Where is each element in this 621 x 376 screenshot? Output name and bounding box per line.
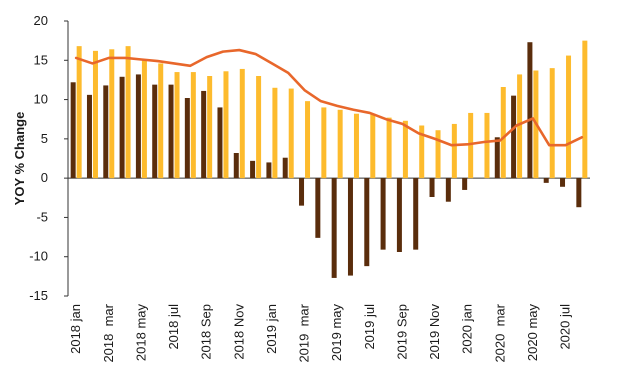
bar-gold [76,46,82,179]
bar-dark [201,90,207,179]
bar-dark [560,178,566,187]
bar-gold [239,68,245,179]
x-tick-label: 2018 Nov [231,304,246,360]
x-tick-label: 2019 mar [297,303,312,362]
bar-dark [250,160,256,179]
x-tick-label: 2019 jul [362,304,377,350]
bar-dark [331,178,337,278]
x-tick-label: 2018 Sep [199,304,214,360]
bar-gold [174,72,180,179]
bar-dark [576,178,582,208]
bar-dark [347,178,353,276]
bar-gold [353,113,359,179]
bar-dark [462,178,468,190]
bar-gold [386,117,392,179]
y-tick-label: -15 [29,288,48,303]
bar-gold [223,71,229,179]
bar-dark [413,178,419,250]
bar-gold [256,76,262,179]
x-tick-label: 2018 mar [101,303,116,362]
bar-dark [119,76,125,179]
bar-gold [207,76,213,179]
y-tick-label: -5 [36,209,48,224]
bar-gold [321,107,327,179]
bar-gold [484,112,490,179]
x-tick-label: 2020 may [525,304,540,362]
x-tick-label: 2019 Nov [427,304,442,360]
bar-dark [168,84,174,179]
x-tick-label: 2018 jul [166,304,181,350]
bar-dark [86,94,92,179]
bar-dark [543,178,549,183]
bar-gold [109,49,115,179]
x-tick-label: 2020 jul [558,304,573,350]
x-tick-label: 2020 jan [460,304,475,354]
bar-gold [419,125,425,179]
bar-gold [190,72,196,179]
bar-dark [494,137,500,179]
bar-dark [152,84,158,179]
bar-dark [380,178,386,250]
x-tick-label: 2020 mar [492,303,507,362]
x-tick-label: 2019 Sep [394,304,409,360]
line-series [74,48,584,147]
bar-gold [435,130,441,179]
bar-gold [141,60,147,179]
bar-gold [370,113,376,179]
bar-gold [288,88,294,179]
y-tick-label: 20 [34,13,48,28]
bar-gold [468,112,474,179]
y-tick-label: -10 [29,249,48,264]
bar-dark [315,178,321,238]
bar-dark [184,98,190,179]
bar-dark [70,82,76,179]
bar-gold [517,74,523,179]
y-axis-title: YOY % Change [12,112,27,206]
bar-gold [549,68,555,179]
bar-gold [582,40,588,179]
bar-gold [451,123,457,179]
bar-dark [429,178,435,197]
bar-dark [445,178,451,202]
bar-dark [135,74,141,179]
bar-dark [299,178,305,206]
x-tick-label: 2019 may [329,304,344,362]
bar-gold [337,109,343,179]
x-tick-label: 2018 may [133,304,148,362]
bar-gold [272,87,278,179]
bar-dark [511,95,517,179]
bar-dark [364,178,370,267]
bar-gold [402,120,408,179]
bar-dark [396,178,402,252]
bar-gold [305,101,311,179]
bar-dark [103,85,109,179]
bar-gold [566,55,572,179]
x-tick-label: 2018 jan [68,304,83,354]
y-tick-label: 0 [41,170,48,185]
bar-gold [158,63,164,179]
y-tick-label: 10 [34,92,48,107]
bar-dark [266,162,272,179]
y-tick-label: 15 [34,52,48,67]
bar-gold [500,87,506,179]
bar-dark [217,107,223,179]
x-tick-label: 2019 jan [264,304,279,354]
bar-dark [282,157,288,179]
bar-gold [92,50,98,179]
bar-dark [527,42,533,179]
y-tick-label: 5 [41,131,48,146]
bar-gold [125,46,131,179]
bar-dark [233,153,239,179]
